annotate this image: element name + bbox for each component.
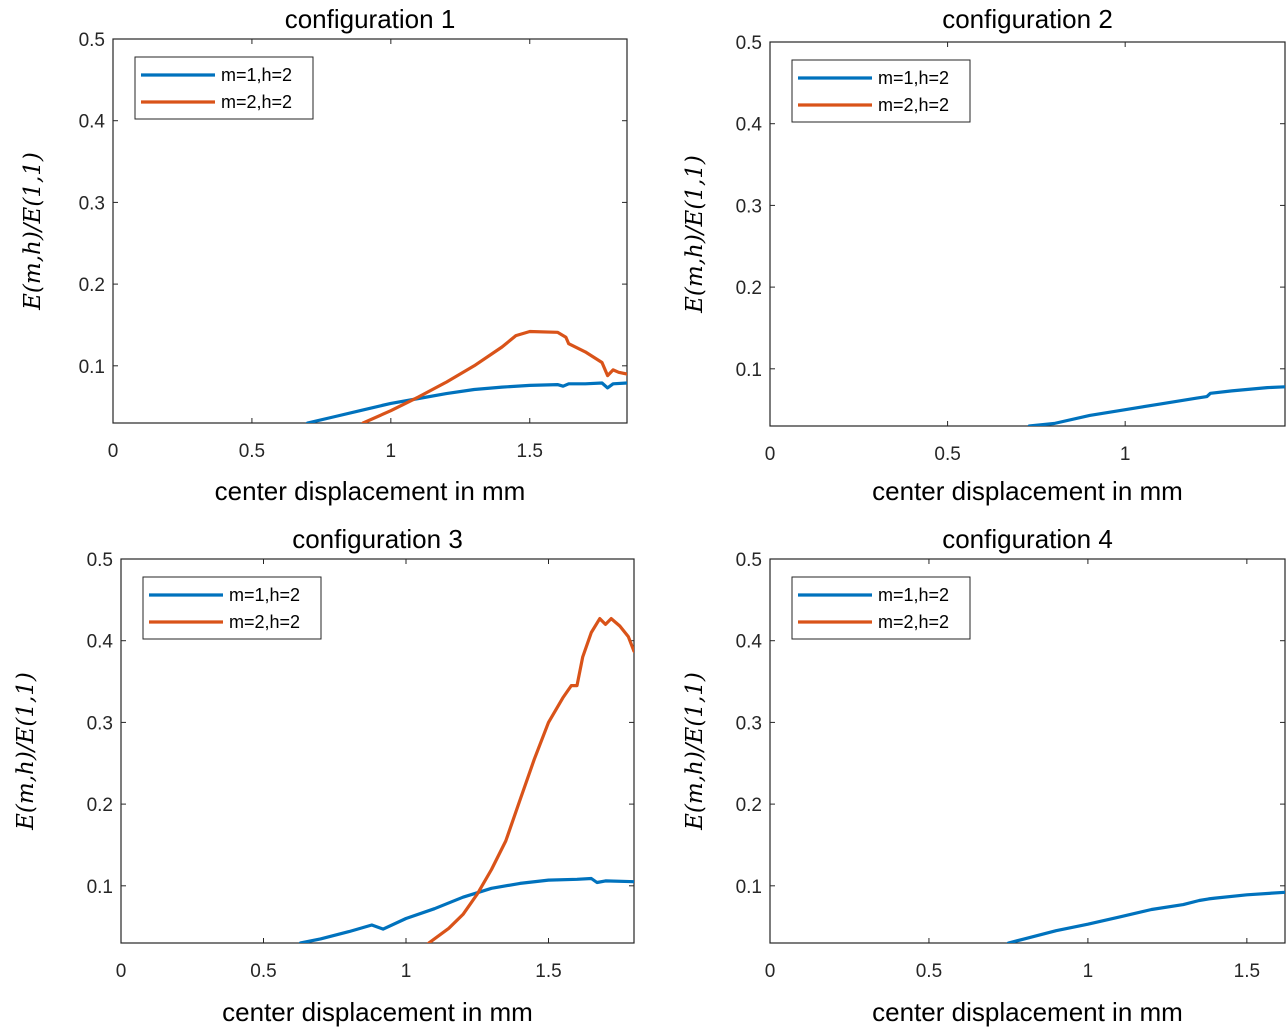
x-tick-label: 1 xyxy=(1120,444,1131,465)
x-axis-label: center displacement in mm xyxy=(872,476,1183,506)
legend-label-1: m=1,h=2 xyxy=(878,585,949,605)
chart-panel-1: 0 0.5 1 1.5 0.1 0.2 0.3 0.4 0.5 m=1,h=2 m=2,h=2 con… xyxy=(20,4,628,506)
y-tick-label: 0.3 xyxy=(79,193,105,214)
y-axis-label: E(m,h)/E(1,1) xyxy=(13,672,39,831)
y-tick-label: 0.1 xyxy=(79,357,105,378)
chart-panel-2: 0 0.5 1 0.1 0.2 0.3 0.4 0.5 m=1,h=2 m=2,h=2 config… xyxy=(682,4,1286,506)
x-tick-label: 1.5 xyxy=(1234,961,1260,982)
series-line-1 xyxy=(305,381,627,423)
y-axis-label: E(m,h)/E(1,1) xyxy=(682,672,708,831)
legend xyxy=(142,576,322,640)
x-tick-label: 0 xyxy=(116,961,127,982)
chart-title: configuration 1 xyxy=(285,4,456,34)
y-tick-label: 0.4 xyxy=(736,115,763,136)
legend-label-1: m=1,h=2 xyxy=(878,68,949,88)
chart-panel-4: 0 0.5 1 1.5 0.1 0.2 0.3 0.4 0.5 m=1,h=2 m=2,h=2 con… xyxy=(682,524,1286,1027)
x-axis-label: center displacement in mm xyxy=(222,997,533,1027)
x-tick-label: 1 xyxy=(386,441,397,462)
x-tick-label: 1.5 xyxy=(517,441,543,462)
series-line-1 xyxy=(1006,890,1285,943)
series-line-2 xyxy=(361,329,627,423)
y-tick-label: 0.4 xyxy=(736,632,763,653)
x-axis-label: center displacement in mm xyxy=(215,476,526,506)
legend-label-2: m=2,h=2 xyxy=(229,612,300,632)
y-tick-label: 0.1 xyxy=(736,360,762,381)
x-tick-label: 0 xyxy=(108,441,119,462)
x-tick-label: 0.5 xyxy=(934,444,960,465)
chart-title: configuration 3 xyxy=(292,524,463,554)
y-tick-label: 0.3 xyxy=(736,713,762,734)
x-tick-label: 0.5 xyxy=(916,961,942,982)
y-tick-label: 0.5 xyxy=(736,550,762,571)
y-tick-label: 0.2 xyxy=(736,795,762,816)
series-line-2 xyxy=(427,617,634,943)
legend xyxy=(134,56,314,120)
legend-label-1: m=1,h=2 xyxy=(221,65,292,85)
y-tick-label: 0.3 xyxy=(736,196,762,217)
x-tick-label: 1.5 xyxy=(535,961,561,982)
x-tick-label: 0 xyxy=(765,444,776,465)
y-tick-label: 0.5 xyxy=(79,30,105,51)
legend-label-2: m=2,h=2 xyxy=(878,612,949,632)
legend-label-2: m=2,h=2 xyxy=(221,92,292,112)
x-tick-label: 1 xyxy=(401,961,412,982)
chart-title: configuration 2 xyxy=(942,4,1113,34)
legend-label-2: m=2,h=2 xyxy=(878,95,949,115)
legend xyxy=(791,59,971,123)
y-tick-label: 0.2 xyxy=(87,795,113,816)
y-tick-label: 0.1 xyxy=(87,877,113,898)
x-tick-label: 0.5 xyxy=(239,441,265,462)
y-tick-label: 0.4 xyxy=(87,632,114,653)
chart-panel-3: 0 0.5 1 1.5 0.1 0.2 0.3 0.4 0.5 m=1,h=2 m=2,h=2 con… xyxy=(13,524,635,1027)
y-tick-label: 0.5 xyxy=(736,33,762,54)
y-tick-label: 0.5 xyxy=(87,550,113,571)
y-tick-label: 0.3 xyxy=(87,713,113,734)
chart-title: configuration 4 xyxy=(942,524,1113,554)
series-line-1 xyxy=(1027,385,1285,426)
x-tick-label: 0 xyxy=(765,961,776,982)
y-tick-label: 0.2 xyxy=(736,278,762,299)
y-tick-label: 0.1 xyxy=(736,877,762,898)
legend xyxy=(791,576,971,640)
y-axis-label: E(m,h)/E(1,1) xyxy=(682,155,708,314)
y-tick-label: 0.4 xyxy=(79,112,106,133)
x-axis-label: center displacement in mm xyxy=(872,997,1183,1027)
y-axis-label: E(m,h)/E(1,1) xyxy=(20,152,46,311)
x-tick-label: 1 xyxy=(1083,961,1094,982)
x-tick-label: 0.5 xyxy=(250,961,276,982)
legend-label-1: m=1,h=2 xyxy=(229,585,300,605)
y-tick-label: 0.2 xyxy=(79,275,105,296)
